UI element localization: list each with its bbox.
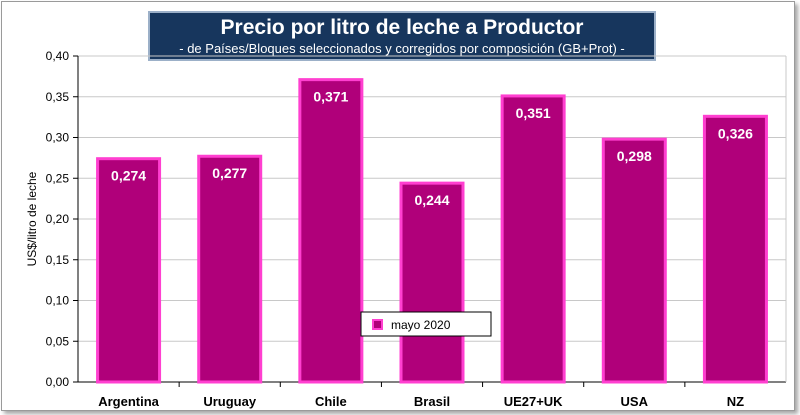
y-tick-label: 0,40 xyxy=(46,49,70,63)
data-label: 0,371 xyxy=(313,89,348,105)
bar xyxy=(298,78,364,384)
y-tick-label: 0,25 xyxy=(46,171,70,185)
bar xyxy=(399,181,465,384)
y-tick-label: 0,00 xyxy=(46,375,70,389)
data-label: 0,244 xyxy=(414,192,449,208)
x-tick-label: Chile xyxy=(315,394,347,409)
data-label: 0,298 xyxy=(617,148,652,164)
y-tick-label: 0,30 xyxy=(46,131,70,145)
y-tick-label: 0,10 xyxy=(46,294,70,308)
y-axis-label: US$/litro de leche xyxy=(25,171,39,266)
data-label: 0,274 xyxy=(111,168,146,184)
legend: mayo 2020 xyxy=(360,311,492,337)
bars: 0,274 0,277 0,371 0,244 0,351 0,298 0,326 xyxy=(96,78,768,384)
x-tick-labels: Argentina Uruguay Chile Brasil UE27+UK USA NZ xyxy=(98,394,744,409)
legend-label: mayo 2020 xyxy=(391,318,451,332)
data-label: 0,277 xyxy=(212,165,247,181)
bar xyxy=(96,157,162,384)
y-tick-label: 0,05 xyxy=(46,334,70,348)
chart-subtitle: - de Países/Bloques seleccionados y corr… xyxy=(179,41,625,56)
x-tick-label: Uruguay xyxy=(203,394,257,409)
y-tick-labels: 0,00 0,05 0,10 0,15 0,20 0,25 0,30 0,35 0,40 xyxy=(46,49,70,389)
x-tick-label: Brasil xyxy=(414,394,450,409)
x-tick-label: NZ xyxy=(727,394,744,409)
legend-swatch xyxy=(372,319,383,330)
y-tick-label: 0,35 xyxy=(46,90,70,104)
x-tick-label: UE27+UK xyxy=(504,394,563,409)
bar xyxy=(702,114,768,384)
y-tick-label: 0,15 xyxy=(46,253,70,267)
title-box: Precio por litro de leche a Productor - … xyxy=(148,11,656,61)
chart-title: Precio por litro de leche a Productor xyxy=(220,16,584,39)
data-label: 0,326 xyxy=(718,125,753,141)
x-tick-label: USA xyxy=(621,394,649,409)
bar xyxy=(197,154,263,384)
y-tick-label: 0,20 xyxy=(46,212,70,226)
bar xyxy=(500,94,566,384)
data-label: 0,351 xyxy=(516,105,551,121)
bar xyxy=(601,137,667,384)
x-tick-label: Argentina xyxy=(98,394,159,409)
